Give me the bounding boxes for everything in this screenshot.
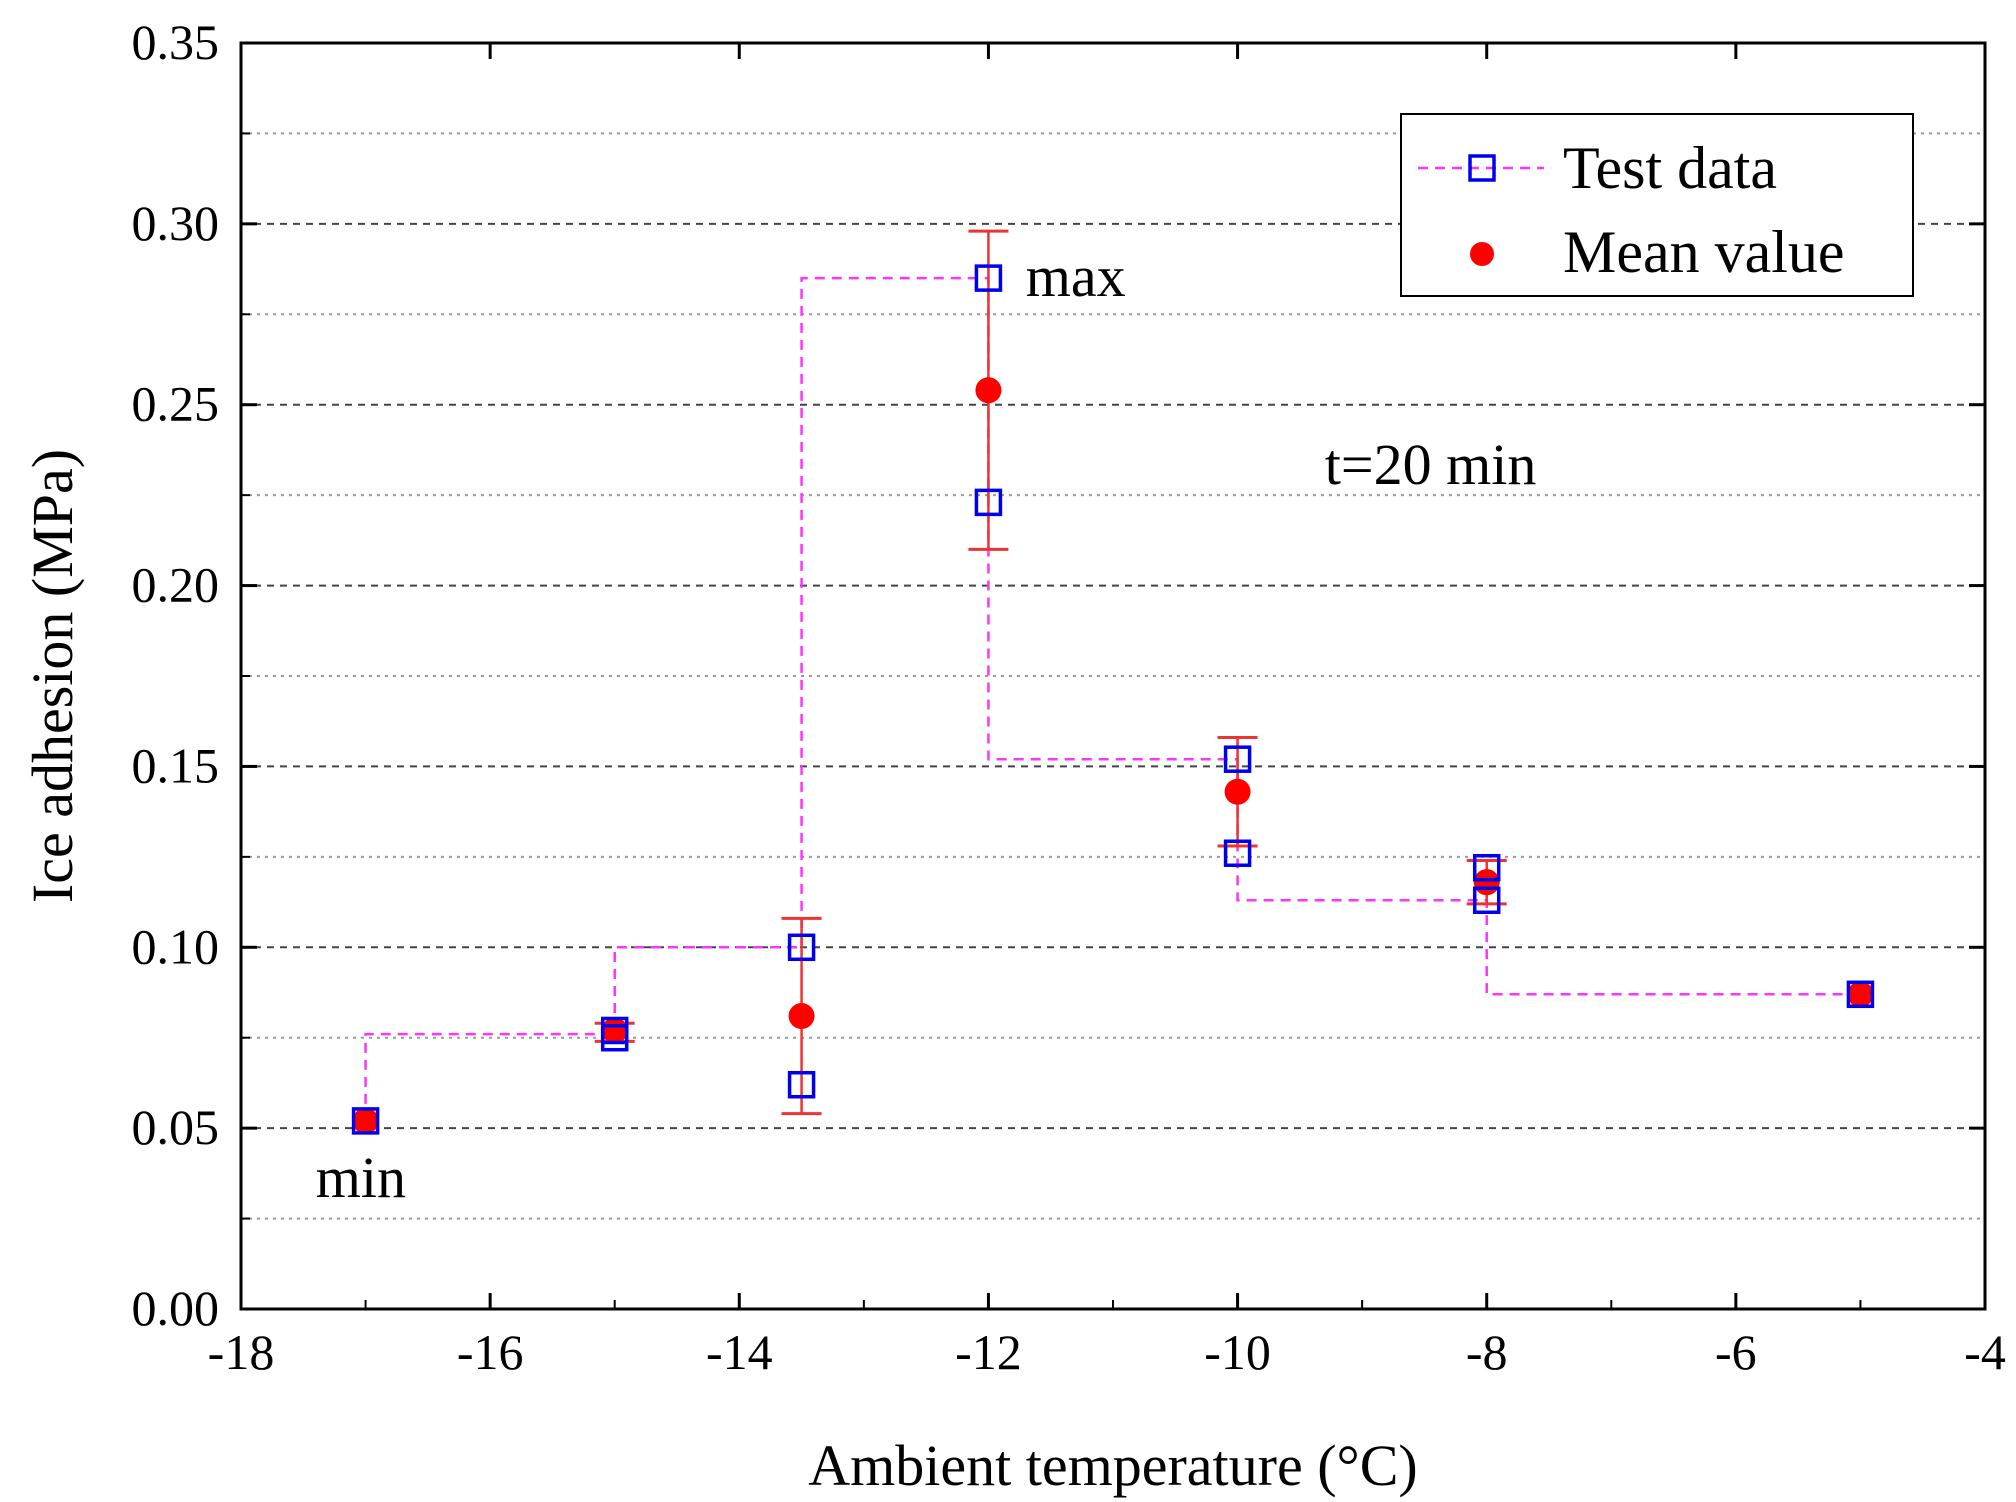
x-tick-label-0: -18 xyxy=(208,1324,275,1380)
test-point-2 xyxy=(600,1016,629,1045)
annotation-min: min xyxy=(316,1145,406,1210)
y-tick-label-5: 0.25 xyxy=(132,376,220,432)
y-tick-labels: 0.00 0.05 0.10 0.15 0.20 0.25 0.30 0.35 xyxy=(132,14,220,1336)
mean-value-points xyxy=(352,377,1874,1134)
mean-point-2 xyxy=(788,1003,815,1030)
y-tick-label-0: 0.00 xyxy=(132,1280,220,1336)
axis-ticks xyxy=(239,41,1987,1311)
x-tick-label-4: -10 xyxy=(1204,1324,1271,1380)
legend-test-label: Test data xyxy=(1563,135,1777,201)
y-tick-label-7: 0.35 xyxy=(132,14,220,70)
legend-box xyxy=(1400,113,1914,297)
mean-point-3 xyxy=(975,377,1002,404)
y-tick-label-6: 0.30 xyxy=(132,195,220,251)
y-tick-label-4: 0.20 xyxy=(132,557,220,613)
annotation-t-20-min: t=20 min xyxy=(1325,432,1537,497)
x-tick-labels: -18 -16 -14 -12 -10 -8 -6 -4 xyxy=(208,1324,2006,1380)
legend: Test data Mean value xyxy=(1400,113,1914,297)
x-tick-label-7: -4 xyxy=(1964,1324,2006,1380)
test-point-11 xyxy=(1846,980,1875,1009)
mean-point-1 xyxy=(601,1017,628,1044)
y-tick-label-2: 0.10 xyxy=(132,918,220,974)
x-tick-label-6: -6 xyxy=(1715,1324,1757,1380)
x-tick-label-5: -8 xyxy=(1466,1324,1508,1380)
x-tick-label-3: -12 xyxy=(955,1324,1022,1380)
legend-mean-label: Mean value xyxy=(1563,219,1845,285)
x-axis-title: Ambient temperature (°C) xyxy=(808,1433,1417,1498)
test-point-4 xyxy=(787,933,816,962)
test-point-7 xyxy=(1223,839,1252,867)
annotation-max: max xyxy=(1026,244,1126,309)
test-point-6 xyxy=(974,264,1003,292)
test-point-3 xyxy=(787,1070,816,1099)
x-tick-label-1: -16 xyxy=(457,1324,524,1380)
mean-point-4 xyxy=(1224,778,1251,805)
error-bars xyxy=(594,229,1507,1116)
test-point-10 xyxy=(1472,853,1501,882)
grid-lines xyxy=(241,132,1985,1220)
test-point-9 xyxy=(1472,886,1501,915)
test-data-points xyxy=(351,264,1875,1135)
y-axis-title: Ice adhesion (MPa) xyxy=(20,449,85,903)
y-tick-label-1: 0.05 xyxy=(132,1099,220,1155)
test-point-5 xyxy=(974,488,1003,517)
legend-mean-marker xyxy=(1470,242,1494,266)
x-tick-label-2: -14 xyxy=(706,1324,773,1380)
mean-point-5 xyxy=(1473,869,1500,896)
legend-test-marker xyxy=(1468,154,1496,182)
test-point-8 xyxy=(1223,745,1252,773)
test-point-0 xyxy=(351,1107,380,1135)
mean-point-6 xyxy=(1847,981,1874,1008)
annotations: max min t=20 min xyxy=(316,244,1537,1210)
y-tick-label-3: 0.15 xyxy=(132,737,220,793)
mean-point-0 xyxy=(352,1107,379,1134)
